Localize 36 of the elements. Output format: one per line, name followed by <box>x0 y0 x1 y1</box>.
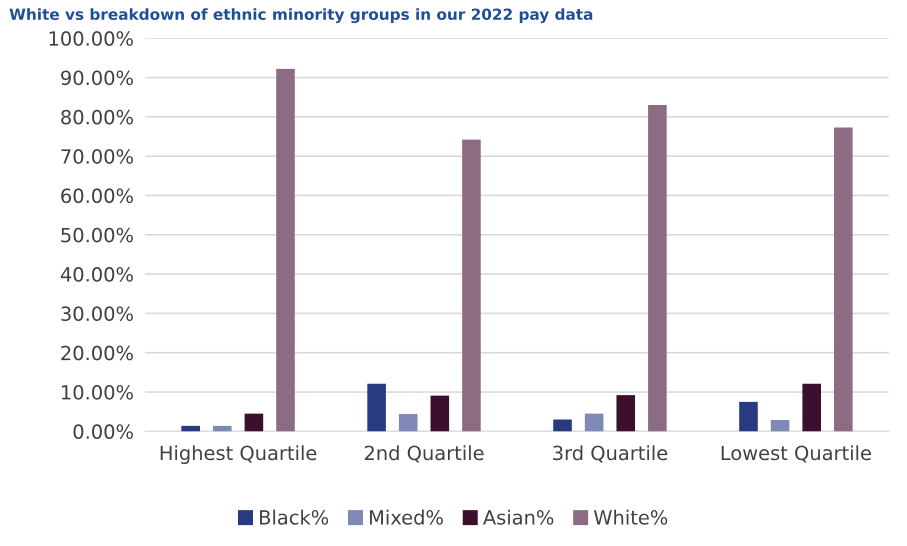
bar <box>244 414 264 432</box>
bar <box>616 395 636 432</box>
legend-label: Mixed% <box>370 510 443 525</box>
bar <box>584 414 604 432</box>
y-tick-label: 90.00% <box>61 70 133 86</box>
x-tick-label: 3rd Quartile <box>553 445 668 463</box>
bar <box>770 420 790 432</box>
y-tick-label: 50.00% <box>61 228 133 242</box>
bar <box>553 420 572 432</box>
x-tick-label: 2nd Quartile <box>364 445 484 463</box>
y-tick-label: 70.00% <box>61 149 133 164</box>
bar <box>648 105 667 432</box>
bar <box>212 426 232 432</box>
bar <box>181 426 200 432</box>
x-tick-label: Lowest Quartile <box>722 445 871 463</box>
bar <box>739 402 758 432</box>
y-tick-label: 10.00% <box>62 384 133 400</box>
chart-title: White vs breakdown of ethnic minority groups in our 2022 pay data <box>10 8 592 24</box>
legend-label: Black% <box>260 510 328 525</box>
y-tick-label: 80.00% <box>61 110 133 125</box>
y-tick-label: 0.00% <box>74 424 133 440</box>
bar <box>802 384 821 432</box>
legend-label: Asian% <box>483 510 554 525</box>
y-tick-label: 100.00% <box>50 31 133 46</box>
bar <box>430 396 450 432</box>
bar <box>276 68 295 432</box>
y-tick-label: 60.00% <box>61 188 133 204</box>
bar <box>367 384 386 432</box>
x-tick-label: Highest Quartile <box>160 445 316 464</box>
bar <box>398 414 418 432</box>
y-tick-label: 40.00% <box>60 267 133 282</box>
bar <box>834 127 853 432</box>
y-tick-label: 30.00% <box>61 306 133 322</box>
legend-label: White% <box>594 510 668 525</box>
y-tick-label: 20.00% <box>61 346 133 360</box>
bar <box>462 140 481 432</box>
